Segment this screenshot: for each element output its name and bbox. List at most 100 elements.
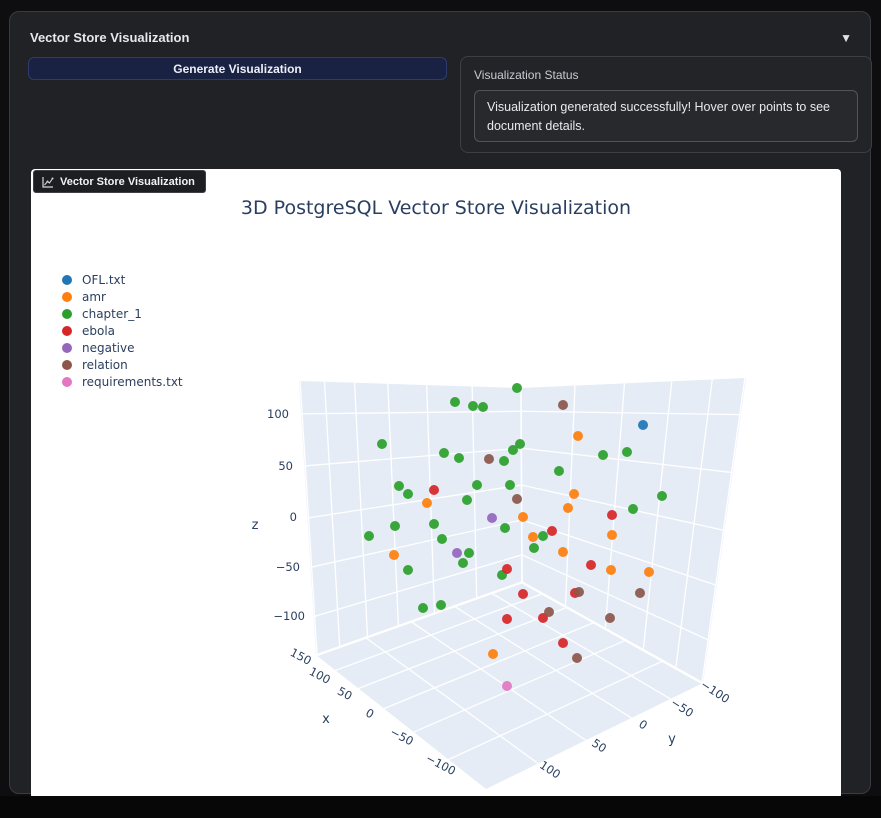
scatter-point-chapter_1[interactable] [403,565,413,575]
grid-line [313,554,523,618]
scatter-point-chapter_1[interactable] [628,504,638,514]
x-axis-title: x [322,712,330,727]
legend-item[interactable]: relation [62,356,183,373]
scatter-point-chapter_1[interactable] [403,489,413,499]
grid-line [521,447,733,474]
scatter-point-chapter_1[interactable] [439,448,449,458]
scatter-point-chapter_1[interactable] [515,439,525,449]
visualization-status-group: Visualization Status Visualization gener… [460,56,872,153]
scatter-point-ebola[interactable] [586,560,596,570]
legend-label: amr [82,289,106,304]
scatter-point-chapter_1[interactable] [529,543,539,553]
scatter-point-chapter_1[interactable] [505,480,515,490]
scatter-point-ebola[interactable] [429,485,439,495]
scatter-point-ebola[interactable] [502,564,512,574]
plot-card: Vector Store Visualization 3D PostgreSQL… [31,169,841,799]
legend-label: negative [82,340,135,355]
grid-line [520,387,523,583]
scatter-point-amr[interactable] [518,512,528,522]
scatter-point-amr[interactable] [488,649,498,659]
scatter-point-amr[interactable] [644,567,654,577]
scatter-point-chapter_1[interactable] [436,600,446,610]
scatter-point-relation[interactable] [572,653,582,663]
scatter-point-relation[interactable] [635,588,645,598]
plot-tab-label: Vector Store Visualization [60,175,195,188]
axis-tick-label: 0 [363,706,376,722]
scatter-point-chapter_1[interactable] [468,401,478,411]
scatter-point-amr[interactable] [563,503,573,513]
legend-item[interactable]: requirements.txt [62,373,183,390]
scatter-point-amr[interactable] [606,565,616,575]
legend-item[interactable]: amr [62,288,183,305]
scatter-point-chapter_1[interactable] [554,466,564,476]
scatter-point-negative[interactable] [452,548,462,558]
scatter-point-chapter_1[interactable] [500,523,510,533]
grid-line [521,581,704,684]
status-textbox[interactable]: Visualization generated successfully! Ho… [474,90,858,142]
scatter-point-amr[interactable] [569,489,579,499]
scatter-point-chapter_1[interactable] [512,383,522,393]
legend-item[interactable]: negative [62,339,183,356]
scatter-point-chapter_1[interactable] [622,447,632,457]
scatter-point-ebola[interactable] [607,510,617,520]
grid-line [604,383,626,629]
scatter-point-chapter_1[interactable] [458,558,468,568]
scatter-point-chapter_1[interactable] [394,481,404,491]
scatter-point-chapter_1[interactable] [657,491,667,501]
grid-line [383,621,595,710]
scatter-point-ebola[interactable] [558,638,568,648]
scatter-point-OFL.txt[interactable] [638,420,648,430]
axis-tick-label: 100 [307,664,333,687]
scatter-point-chapter_1[interactable] [499,456,509,466]
legend-item[interactable]: ebola [62,322,183,339]
generate-visualization-button[interactable]: Generate Visualization [28,57,447,80]
scatter-point-chapter_1[interactable] [478,402,488,412]
axis-tick-label: 150 [288,645,314,668]
scatter-point-relation[interactable] [605,613,615,623]
scatter-point-chapter_1[interactable] [462,495,472,505]
collapse-arrow-icon[interactable]: ▼ [840,30,852,45]
scatter-point-chapter_1[interactable] [454,453,464,463]
scatter-point-amr[interactable] [389,550,399,560]
grid-line [521,484,725,532]
legend-item[interactable]: OFL.txt [62,271,183,288]
scatter-point-amr[interactable] [422,498,432,508]
scatter-point-chapter_1[interactable] [418,603,428,613]
scatter-point-negative[interactable] [487,513,497,523]
scatter-point-chapter_1[interactable] [538,531,548,541]
scatter-point-chapter_1[interactable] [437,534,447,544]
legend-item[interactable]: chapter_1 [62,305,183,322]
legend-label: OFL.txt [82,272,126,287]
scatter-point-chapter_1[interactable] [464,548,474,558]
scatter-point-chapter_1[interactable] [598,450,608,460]
scatter-point-ebola[interactable] [502,614,512,624]
scatter-point-chapter_1[interactable] [508,445,518,455]
scatter-point-amr[interactable] [528,532,538,542]
scatter-point-chapter_1[interactable] [429,519,439,529]
scatter-point-chapter_1[interactable] [390,521,400,531]
scatter-point-amr[interactable] [573,431,583,441]
axis-tick-label: −100 [698,677,732,706]
scatter-point-ebola[interactable] [518,589,528,599]
scatter-point-relation[interactable] [574,587,584,597]
scatter-point-relation[interactable] [512,494,522,504]
scatter-point-chapter_1[interactable] [377,439,387,449]
scatter-point-ebola[interactable] [547,526,557,536]
scatter-point-chapter_1[interactable] [364,531,374,541]
scatter-point-relation[interactable] [558,400,568,410]
scatter3d-scene[interactable]: 100500−50−100150100500−50−100−100−500501… [31,169,841,799]
scatter-point-relation[interactable] [544,607,554,617]
grid-line [323,381,341,647]
scatter-point-amr[interactable] [558,547,568,557]
scatter-point-relation[interactable] [484,454,494,464]
scatter-point-chapter_1[interactable] [472,480,482,490]
scatter-point-chapter_1[interactable] [450,397,460,407]
footer-strip [0,796,881,818]
scatter-point-amr[interactable] [607,530,617,540]
status-label: Visualization Status [474,68,579,82]
scatter-point-requirements.txt[interactable] [502,681,512,691]
grid-line [310,519,522,568]
legend-marker-icon [62,376,72,387]
scatter-chart-icon [42,176,54,188]
grid-line [387,383,400,626]
